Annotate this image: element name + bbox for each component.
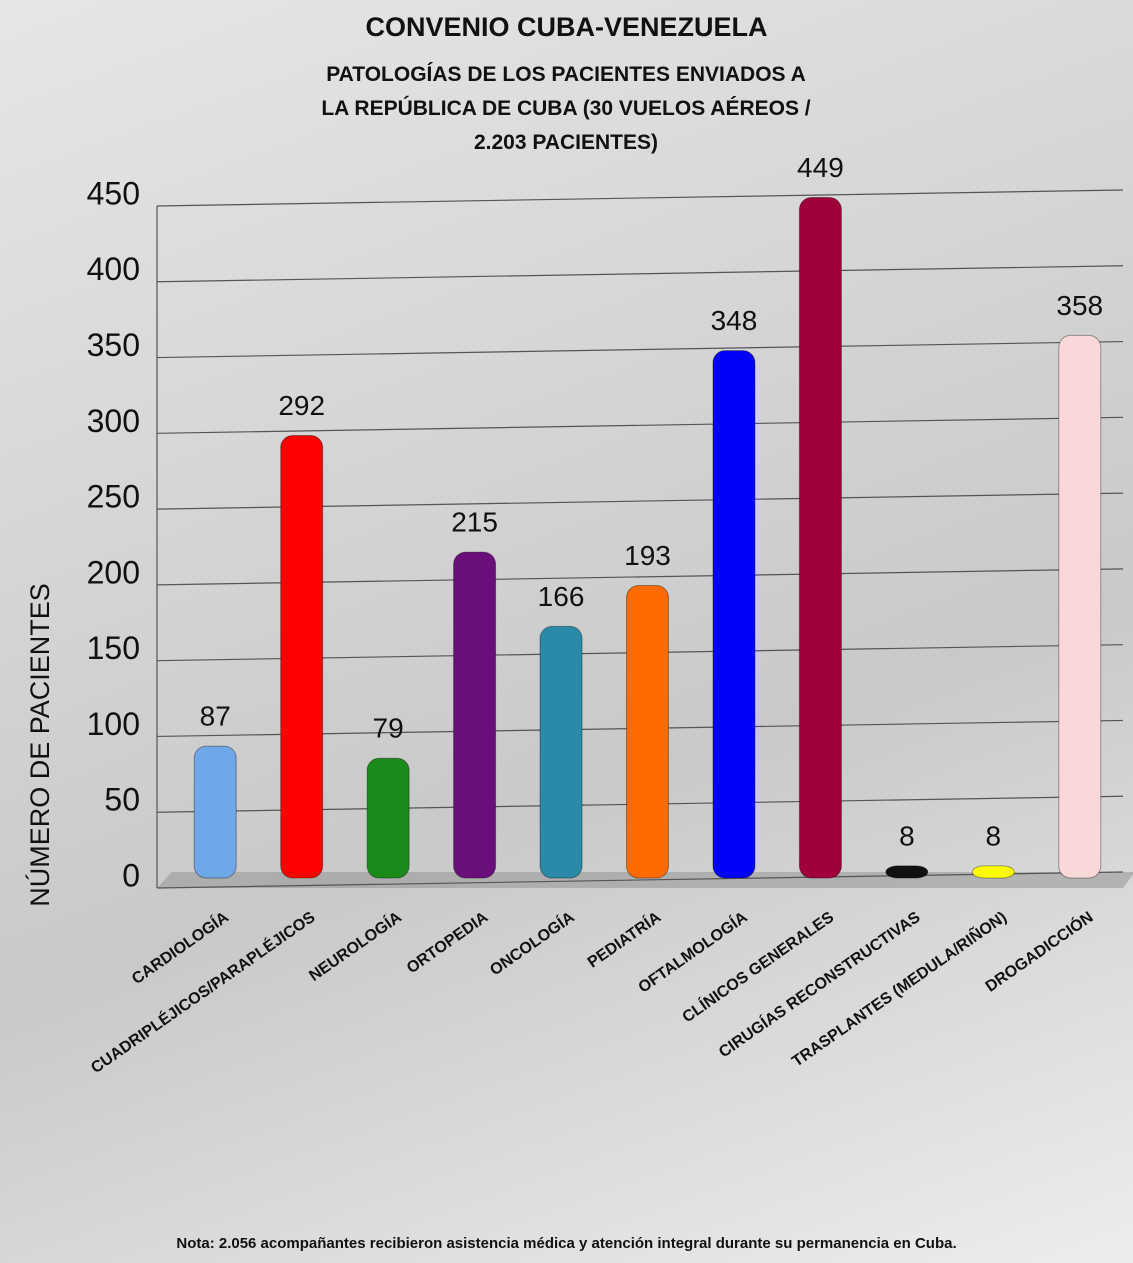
x-tick-label: CLÍNICOS GENERALES — [678, 907, 837, 1026]
value-label: 87 — [200, 701, 231, 732]
y-tick-label: 300 — [87, 403, 140, 439]
y-axis-label: NÚMERO DE PACIENTES — [24, 583, 55, 907]
value-label: 292 — [278, 390, 325, 421]
y-tick-label: 150 — [87, 630, 140, 666]
grid-line — [156, 189, 1124, 207]
y-tick-label: 100 — [87, 706, 140, 742]
y-tick-label: 0 — [122, 857, 140, 893]
chart-subtitle: PATOLOGÍAS DE LOS PACIENTES ENVIADOS A L… — [321, 63, 811, 154]
bar — [366, 757, 410, 879]
bar — [539, 625, 583, 879]
x-tick-label: ONCOLOGÍA — [486, 907, 578, 979]
bar — [798, 197, 842, 879]
y-tick-label: 400 — [87, 251, 140, 287]
value-label: 8 — [899, 820, 915, 851]
value-label: 348 — [711, 305, 758, 336]
x-tick-label: NEUROLOGÍA — [305, 907, 405, 985]
grid-line — [156, 871, 1124, 889]
bar — [885, 865, 929, 879]
bar — [280, 434, 324, 879]
bar — [453, 551, 497, 879]
x-tick-label: ORTOPEDIA — [404, 909, 492, 978]
y-tick-label: 200 — [87, 554, 140, 590]
value-label: 193 — [624, 540, 671, 571]
bar — [626, 584, 669, 879]
chart-title: CONVENIO CUBA-VENEZUELA — [365, 12, 768, 42]
y-tick-label: 450 — [87, 175, 140, 211]
value-label: 79 — [373, 713, 404, 744]
x-tick-label: PEDIATRÍA — [584, 907, 665, 972]
bar — [971, 865, 1015, 879]
value-label: 215 — [451, 507, 498, 538]
value-label: 166 — [538, 581, 585, 612]
y-tick-label: 50 — [104, 782, 140, 818]
value-label: 8 — [986, 820, 1002, 851]
value-label: 358 — [1056, 290, 1103, 321]
bar — [712, 350, 756, 879]
y-tick-label: 350 — [87, 327, 140, 363]
bar — [193, 745, 237, 879]
bar — [1058, 334, 1102, 879]
grid-line — [156, 416, 1124, 434]
note: Nota: 2.056 acompañantes recibieron asis… — [176, 1235, 957, 1252]
value-label: 449 — [797, 152, 844, 183]
grid-line — [156, 265, 1124, 283]
y-tick-label: 250 — [87, 479, 140, 515]
grid-line — [156, 340, 1124, 359]
